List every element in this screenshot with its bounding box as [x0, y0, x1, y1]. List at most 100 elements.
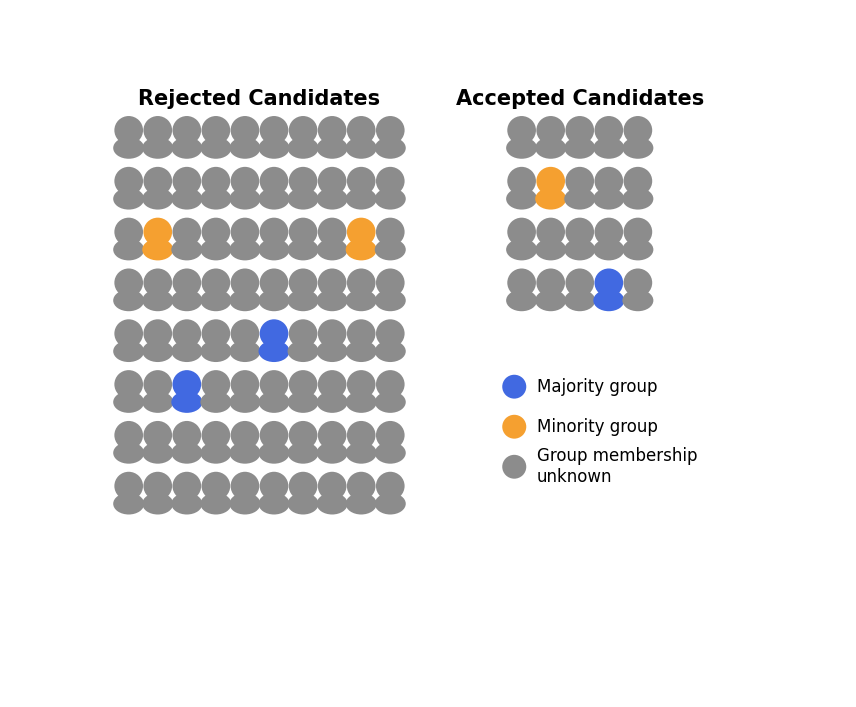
Circle shape — [623, 167, 652, 195]
Circle shape — [623, 116, 652, 144]
Circle shape — [173, 472, 201, 501]
Ellipse shape — [113, 391, 144, 413]
Ellipse shape — [171, 493, 202, 515]
Ellipse shape — [622, 239, 653, 260]
Circle shape — [259, 167, 288, 195]
Circle shape — [201, 269, 230, 297]
Ellipse shape — [142, 442, 173, 464]
Ellipse shape — [564, 290, 595, 311]
Circle shape — [259, 218, 288, 246]
Ellipse shape — [171, 290, 202, 311]
Ellipse shape — [171, 188, 202, 209]
Circle shape — [537, 167, 565, 195]
Circle shape — [173, 370, 201, 399]
Ellipse shape — [113, 137, 144, 159]
Ellipse shape — [229, 341, 260, 362]
Circle shape — [230, 370, 259, 399]
Ellipse shape — [229, 442, 260, 464]
Circle shape — [259, 421, 288, 450]
Ellipse shape — [200, 391, 231, 413]
Circle shape — [230, 320, 259, 348]
Circle shape — [594, 167, 623, 195]
Circle shape — [115, 370, 143, 399]
Circle shape — [288, 218, 318, 246]
Circle shape — [594, 116, 623, 144]
Circle shape — [288, 421, 318, 450]
Circle shape — [347, 269, 376, 297]
Ellipse shape — [171, 137, 202, 159]
Ellipse shape — [113, 442, 144, 464]
Circle shape — [259, 269, 288, 297]
Ellipse shape — [229, 391, 260, 413]
Circle shape — [347, 421, 376, 450]
Ellipse shape — [622, 188, 653, 209]
Ellipse shape — [200, 137, 231, 159]
Ellipse shape — [317, 341, 348, 362]
Ellipse shape — [288, 442, 318, 464]
Ellipse shape — [346, 290, 377, 311]
Ellipse shape — [200, 290, 231, 311]
Circle shape — [288, 116, 318, 144]
Ellipse shape — [535, 137, 566, 159]
Circle shape — [347, 320, 376, 348]
Ellipse shape — [346, 442, 377, 464]
Ellipse shape — [317, 442, 348, 464]
Ellipse shape — [259, 341, 289, 362]
Ellipse shape — [142, 137, 173, 159]
Ellipse shape — [375, 137, 406, 159]
Ellipse shape — [113, 188, 144, 209]
Circle shape — [347, 167, 376, 195]
Ellipse shape — [593, 239, 624, 260]
Circle shape — [144, 320, 172, 348]
Circle shape — [201, 218, 230, 246]
Circle shape — [318, 370, 347, 399]
Circle shape — [623, 218, 652, 246]
Ellipse shape — [593, 137, 624, 159]
Circle shape — [347, 472, 376, 501]
Circle shape — [502, 455, 526, 479]
Ellipse shape — [346, 239, 377, 260]
Ellipse shape — [564, 137, 595, 159]
Ellipse shape — [113, 239, 144, 260]
Ellipse shape — [622, 137, 653, 159]
Circle shape — [115, 269, 143, 297]
Ellipse shape — [317, 188, 348, 209]
Ellipse shape — [113, 493, 144, 515]
Circle shape — [537, 218, 565, 246]
Circle shape — [502, 415, 526, 438]
Ellipse shape — [259, 493, 289, 515]
Ellipse shape — [506, 239, 537, 260]
Ellipse shape — [288, 290, 318, 311]
Ellipse shape — [288, 188, 318, 209]
Ellipse shape — [564, 239, 595, 260]
Circle shape — [566, 269, 594, 297]
Circle shape — [201, 421, 230, 450]
Circle shape — [566, 116, 594, 144]
Circle shape — [566, 167, 594, 195]
Circle shape — [173, 320, 201, 348]
Ellipse shape — [259, 391, 289, 413]
Circle shape — [594, 269, 623, 297]
Ellipse shape — [229, 188, 260, 209]
Ellipse shape — [375, 493, 406, 515]
Circle shape — [144, 421, 172, 450]
Ellipse shape — [229, 239, 260, 260]
Ellipse shape — [593, 188, 624, 209]
Circle shape — [347, 370, 376, 399]
Ellipse shape — [346, 391, 377, 413]
Ellipse shape — [506, 137, 537, 159]
Circle shape — [318, 421, 347, 450]
Circle shape — [230, 472, 259, 501]
Circle shape — [376, 421, 405, 450]
Ellipse shape — [259, 239, 289, 260]
Ellipse shape — [375, 341, 406, 362]
Text: Group membership
unknown: Group membership unknown — [537, 448, 698, 486]
Circle shape — [259, 472, 288, 501]
Ellipse shape — [375, 188, 406, 209]
Circle shape — [230, 269, 259, 297]
Ellipse shape — [317, 493, 348, 515]
Circle shape — [318, 269, 347, 297]
Circle shape — [115, 472, 143, 501]
Circle shape — [259, 370, 288, 399]
Circle shape — [288, 269, 318, 297]
